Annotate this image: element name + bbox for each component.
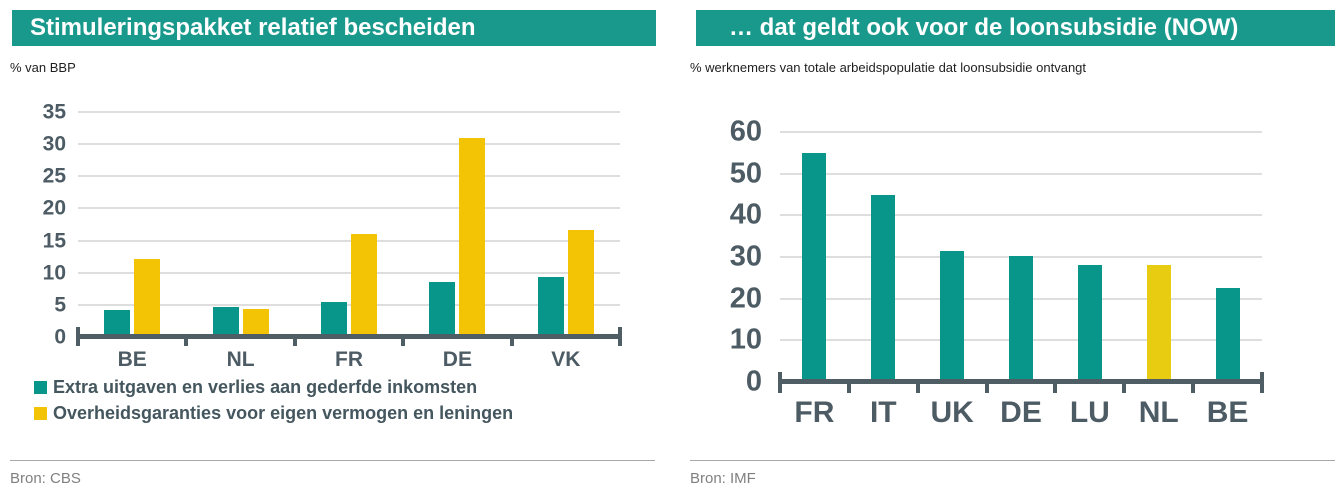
y-tick-label: 0 <box>745 365 762 398</box>
bar-fr <box>802 152 827 382</box>
y-tick-label: 60 <box>729 115 762 148</box>
axis-tick <box>984 384 989 393</box>
gridline <box>78 207 620 210</box>
axis-tick <box>618 339 622 346</box>
axis-tick <box>778 384 782 393</box>
y-tick-label: 15 <box>42 229 66 253</box>
x-category-label: DE <box>1000 396 1042 429</box>
bar-de-series-0 <box>429 282 456 337</box>
y-tick-label: 40 <box>729 198 762 231</box>
x-category-label: UK <box>930 396 974 429</box>
x-category-label: FR <box>335 348 363 371</box>
axis-tick <box>846 384 851 393</box>
bar-fr-series-0 <box>321 302 347 337</box>
y-tick-label: 5 <box>54 293 66 317</box>
legend-label: Extra uitgaven en verlies aan gederfde i… <box>53 377 478 397</box>
y-tick-label: 10 <box>42 261 66 285</box>
y-tick-label: 10 <box>729 323 762 356</box>
gridline <box>78 143 620 146</box>
axis-tick <box>1260 384 1264 393</box>
right-chart-panel: … dat geldt ook voor de loonsubsidie (NO… <box>690 0 1341 504</box>
legend-label: Overheidsgaranties voor eigen vermogen e… <box>53 403 514 423</box>
yellow-swatch-icon <box>34 406 47 420</box>
gridline <box>78 303 620 306</box>
bar-be-series-0 <box>104 310 131 337</box>
x-category-label: NL <box>1138 396 1179 429</box>
bar-de-series-1 <box>459 137 486 337</box>
left-chart-legend: Extra uitgaven en verlies aan gederfde i… <box>34 378 513 422</box>
legend-item-overheidsgaranties: Overheidsgaranties voor eigen vermogen e… <box>34 404 513 422</box>
gridline <box>78 111 620 113</box>
axis-tick <box>401 339 406 346</box>
right-chart-title-banner: … dat geldt ook voor de loonsubsidie (NO… <box>696 10 1335 46</box>
left-chart-panel: Stimuleringspakket relatief bescheiden %… <box>10 0 660 504</box>
x-category-label: DE <box>442 348 472 371</box>
axis-end-cap <box>778 372 782 380</box>
bar-vk-series-1 <box>567 229 594 337</box>
left-chart-subtitle: % van BBP <box>10 60 76 75</box>
legend-item-extra-uitgaven: Extra uitgaven en verlies aan gederfde i… <box>34 378 513 396</box>
source-note-left: Bron: CBS <box>10 470 81 487</box>
x-category-label: FR <box>794 396 835 429</box>
axis-tick <box>915 384 920 393</box>
bar-be <box>1215 288 1240 382</box>
y-tick-label: 25 <box>42 164 66 188</box>
bar-nl-series-1 <box>242 309 269 337</box>
y-tick-label: 20 <box>729 282 762 315</box>
bar-nl <box>1146 265 1171 382</box>
axis-end-cap <box>618 327 622 335</box>
axis-tick <box>509 339 514 346</box>
axis-tick <box>184 339 189 346</box>
y-tick-label: 30 <box>42 132 66 156</box>
x-category-label: LU <box>1069 396 1110 429</box>
axis-tick <box>1053 384 1058 393</box>
axis-tick <box>76 339 80 346</box>
y-tick-label: 50 <box>729 157 762 190</box>
gridline <box>780 131 1262 133</box>
gridline <box>78 175 620 178</box>
axis-end-cap <box>1260 372 1264 380</box>
y-tick-label: 20 <box>42 196 66 220</box>
gridline <box>78 271 620 274</box>
left-chart-plot-area: 0 5 10 15 20 25 30 35 BE NL FR DE VK <box>43 102 622 370</box>
x-category-label: IT <box>869 396 897 429</box>
right-chart-title: … dat geldt ook voor de loonsubsidie (NO… <box>729 14 1239 41</box>
gridline <box>78 239 620 242</box>
gridline <box>780 172 1262 175</box>
bar-de <box>1009 255 1033 382</box>
bar-vk-series-0 <box>537 277 564 337</box>
bar-lu <box>1077 265 1102 382</box>
y-tick-label: 0 <box>54 325 66 349</box>
bar-be-series-1 <box>134 258 161 337</box>
axis-end-cap <box>76 327 80 335</box>
footer-divider <box>10 460 655 461</box>
y-tick-label: 35 <box>42 100 66 124</box>
footer-divider <box>690 460 1335 461</box>
x-category-label: NL <box>226 348 255 371</box>
teal-swatch-icon <box>34 380 47 394</box>
left-chart-title-banner: Stimuleringspakket relatief bescheiden <box>12 10 656 46</box>
source-note-right: Bron: IMF <box>690 470 756 487</box>
bar-nl-series-0 <box>212 306 239 337</box>
axis-tick <box>292 339 297 346</box>
right-chart-plot-area: 0 10 20 30 40 50 60 FR IT UK DE LU NL BE <box>730 117 1264 428</box>
right-chart-subtitle: % werknemers van totale arbeidspopulatie… <box>690 60 1087 75</box>
y-tick-label: 30 <box>729 240 762 273</box>
gridline <box>780 214 1262 217</box>
left-chart-title: Stimuleringspakket relatief bescheiden <box>30 14 476 41</box>
bar-fr-series-1 <box>351 234 377 337</box>
axis-tick <box>1122 384 1127 393</box>
axis-baseline <box>778 379 1264 384</box>
axis-baseline <box>76 334 622 339</box>
x-category-label: VK <box>551 348 581 371</box>
bar-it <box>871 194 896 382</box>
x-category-label: BE <box>1206 396 1249 429</box>
x-category-label: BE <box>117 348 147 371</box>
bar-uk <box>940 251 965 382</box>
axis-tick <box>1191 384 1196 393</box>
